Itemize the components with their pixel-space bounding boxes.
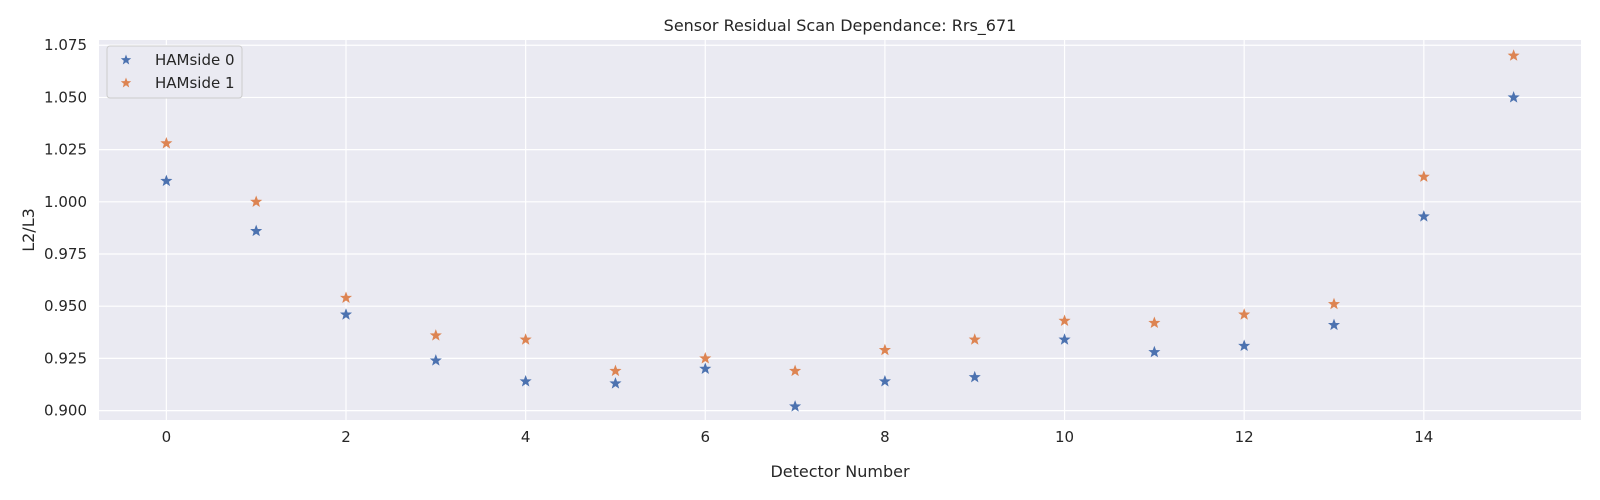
data-point [1417,210,1430,222]
data-point [250,195,263,207]
y-tick-label: 0.950 [44,297,87,315]
legend-label-hamside-1: HAMside 1 [155,74,235,92]
legend-marker-hamside-1 [120,77,132,88]
data-point [609,377,622,389]
y-tick-label: 0.925 [44,349,87,367]
data-point [1148,345,1161,358]
data-point [519,375,532,387]
data-point [1238,308,1251,320]
data-point [968,370,981,383]
legend-box [106,45,243,99]
y-tick-label: 0.900 [44,402,87,420]
legend-marker-hamside-0 [120,54,132,65]
y-tick-label: 0.975 [44,245,87,263]
chart-title: Sensor Residual Scan Dependance: Rrs_671 [664,16,1017,36]
data-point [1417,170,1430,182]
data-point [789,400,802,412]
data-point [519,333,532,345]
series-hamside-1 [160,49,1520,377]
x-tick-label: 10 [1055,428,1074,446]
x-tick-label: 0 [162,428,172,446]
data-point [339,291,353,304]
data-point [160,174,173,187]
series-hamside-0 [160,91,1520,412]
data-point [1327,318,1341,331]
data-point [1507,91,1520,103]
data-point [609,364,622,377]
x-tick-label: 2 [341,428,351,446]
data-point [339,308,353,320]
x-tick-label: 14 [1414,428,1433,446]
data-point [878,375,891,387]
legend: HAMside 0 HAMside 1 [106,45,243,99]
y-tick-label: 1.025 [44,141,87,159]
data-point [1327,297,1341,310]
data-point [429,354,442,366]
x-tick-label: 12 [1235,428,1254,446]
data-point [878,343,891,356]
y-tick-label: 1.075 [44,36,87,54]
data-point [699,362,712,374]
legend-label-hamside-0: HAMside 0 [155,51,235,69]
x-axis-label: Detector Number [770,462,910,481]
data-point [1507,49,1520,61]
y-tick-label: 1.050 [44,88,87,106]
data-point [789,364,802,377]
y-tick-label: 1.000 [44,193,87,211]
y-axis-label: L2/L3 [19,208,38,252]
x-tick-label: 4 [521,428,531,446]
data-point [160,136,173,149]
data-point [1238,339,1251,352]
data-point [968,333,981,345]
x-tick-label: 8 [880,428,890,446]
data-point [1148,316,1161,329]
data-point [250,224,263,237]
data-points [160,49,1520,412]
x-tick-label: 6 [700,428,710,446]
ticks: 0 2 4 6 8 10 12 14 0.900 0.925 0.950 0.975 1.000 1.02… [44,36,1433,446]
data-point [429,329,442,341]
data-point [1058,333,1071,345]
data-point [699,352,712,364]
data-point [1058,314,1071,326]
